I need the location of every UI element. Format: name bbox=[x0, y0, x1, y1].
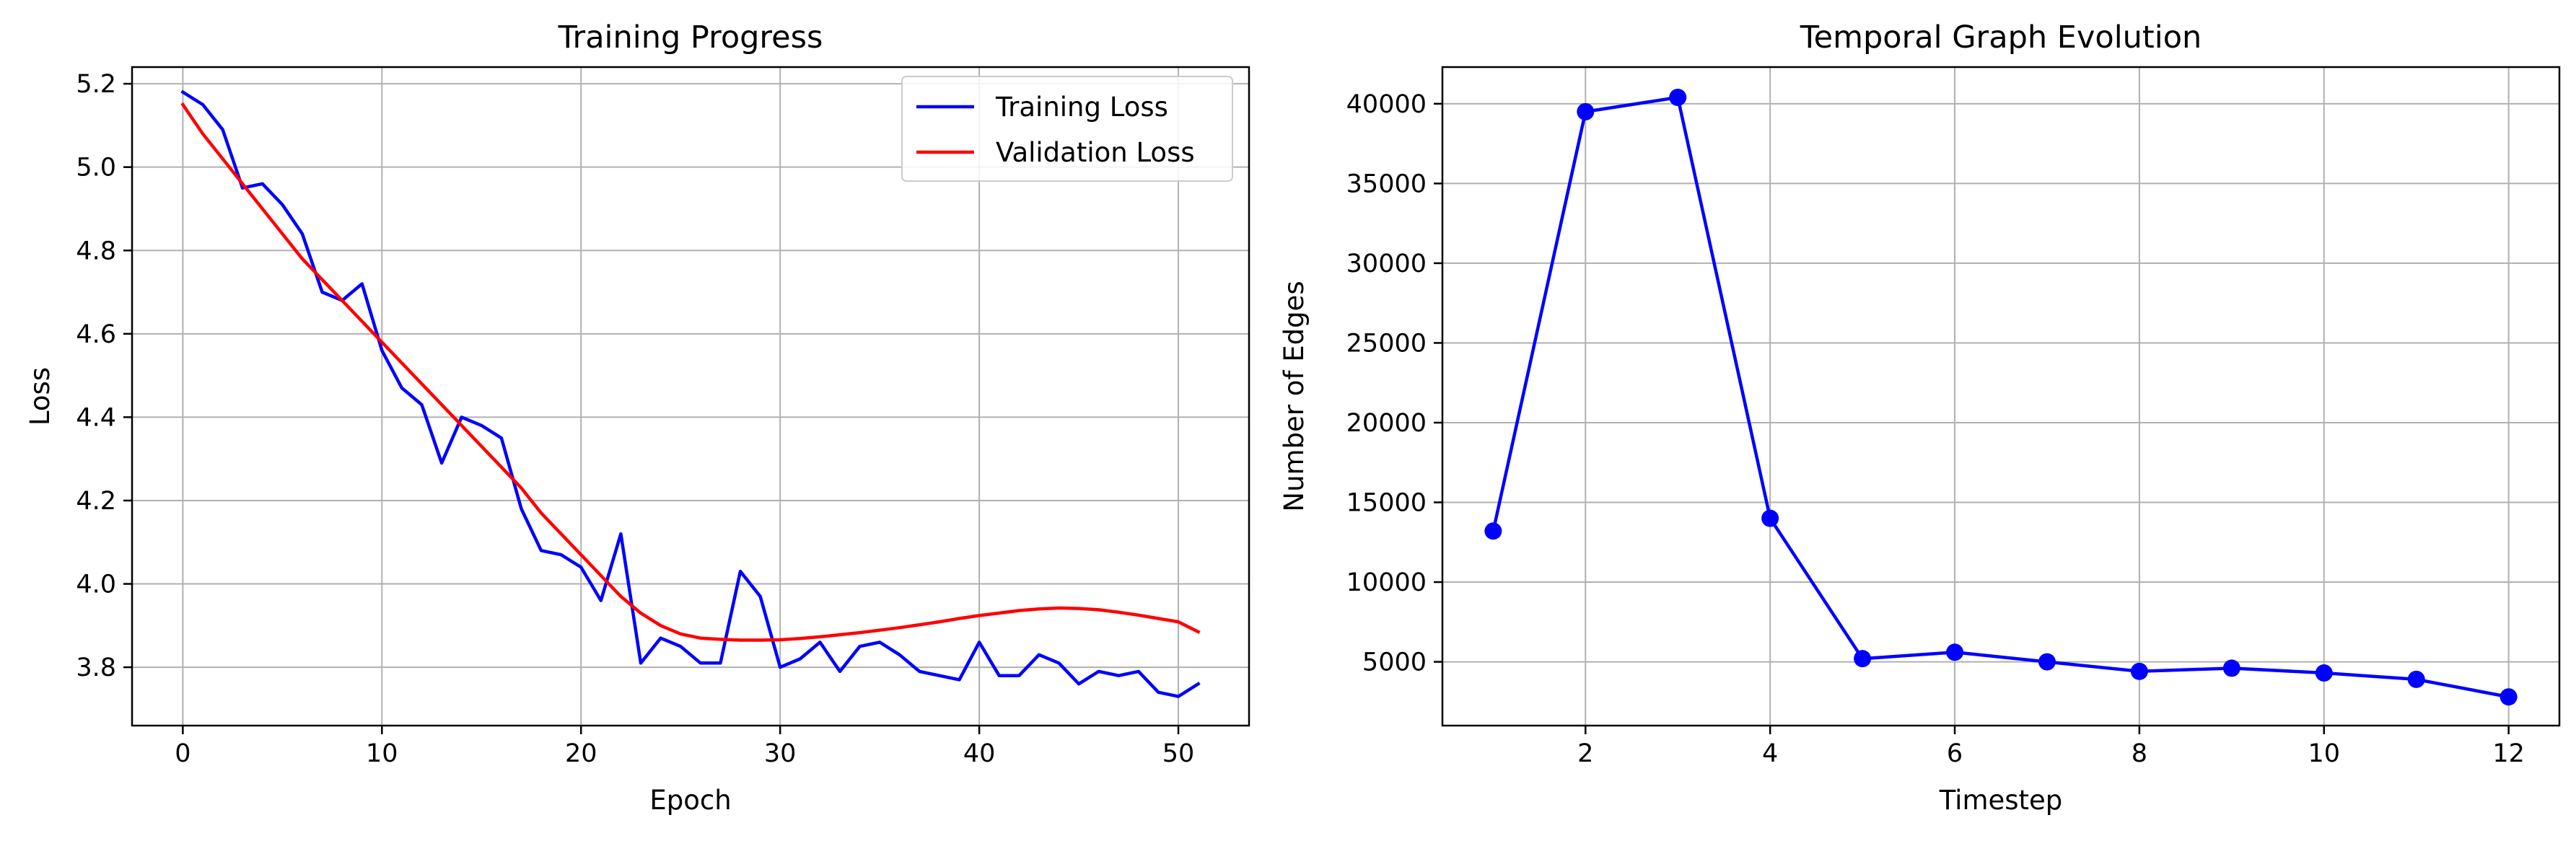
data-point bbox=[2407, 670, 2425, 688]
data-point bbox=[2222, 659, 2240, 677]
x-tick-label: 40 bbox=[963, 739, 996, 768]
y-axis-label: Loss bbox=[25, 367, 56, 426]
legend-box bbox=[901, 76, 1233, 182]
series-line-0 bbox=[1491, 95, 2511, 699]
data-point bbox=[2038, 653, 2056, 671]
x-tick-label: 50 bbox=[1162, 739, 1195, 768]
x-tick-label: 4 bbox=[1762, 739, 1778, 768]
x-tick-label: 10 bbox=[2308, 739, 2340, 768]
x-tick-label: 8 bbox=[2132, 739, 2147, 768]
y-tick-label: 5.2 bbox=[76, 70, 116, 99]
training-progress-chart: 0 10 20 30 40 50 3.8 4.0 4.2 4.4 4.6 4.8 5.0 5.2 Train… bbox=[25, 19, 1250, 816]
series-line-validation-loss bbox=[180, 102, 1201, 642]
data-point bbox=[2130, 662, 2148, 680]
x-tick-label: 10 bbox=[366, 739, 398, 768]
axes-frame bbox=[1441, 66, 2561, 727]
x-tick-label: 2 bbox=[1577, 739, 1593, 768]
series-line-training-loss bbox=[180, 89, 1201, 698]
temporal-graph-evolution-chart: 2 4 6 8 10 12 5000 10000 15000 20000 25000 30000 350… bbox=[1279, 19, 2561, 816]
y-tick-label: 25000 bbox=[1346, 329, 1427, 358]
x-tick-label: 12 bbox=[2492, 739, 2525, 768]
grid bbox=[1442, 67, 2559, 726]
y-tick-label: 4.4 bbox=[76, 403, 116, 432]
chart-title: Training Progress bbox=[558, 19, 823, 56]
x-axis-label: Epoch bbox=[649, 785, 731, 816]
y-tick-label: 40000 bbox=[1346, 90, 1427, 119]
legend: Training Loss Validation Loss bbox=[901, 76, 1233, 182]
legend-label: Training Loss bbox=[995, 92, 1168, 123]
x-tick-label: 30 bbox=[764, 739, 797, 768]
x-axis-label: Timestep bbox=[1939, 785, 2063, 816]
y-axis-label: Number of Edges bbox=[1279, 281, 1310, 511]
data-point bbox=[1854, 650, 1872, 668]
y-tick-label: 5.0 bbox=[76, 154, 116, 182]
axes-frame bbox=[131, 66, 1250, 727]
y-tick-label: 4.2 bbox=[76, 487, 116, 516]
data-point bbox=[1484, 522, 1502, 540]
data-point bbox=[2500, 688, 2518, 706]
data-point bbox=[2315, 664, 2333, 682]
x-tick-label: 6 bbox=[1947, 739, 1963, 768]
chart-title: Temporal Graph Evolution bbox=[1800, 19, 2202, 56]
data-point bbox=[1761, 509, 1779, 527]
x-tick-label: 0 bbox=[175, 739, 190, 768]
y-tick-label: 3.8 bbox=[76, 653, 116, 682]
y-tick-label: 10000 bbox=[1346, 568, 1427, 597]
y-tick-label: 20000 bbox=[1346, 409, 1427, 438]
y-tick-label: 4.8 bbox=[76, 237, 116, 265]
y-tick-label: 15000 bbox=[1346, 489, 1427, 518]
data-point bbox=[1577, 102, 1595, 120]
x-tick-label: 20 bbox=[565, 739, 597, 768]
legend-label: Validation Loss bbox=[996, 137, 1195, 168]
y-tick-label: 35000 bbox=[1346, 169, 1427, 198]
data-point bbox=[1946, 643, 1964, 661]
y-tick-label: 5000 bbox=[1362, 648, 1427, 677]
data-point bbox=[1669, 89, 1687, 107]
y-tick-label: 4.6 bbox=[76, 320, 116, 349]
y-tick-label: 30000 bbox=[1346, 250, 1427, 278]
y-tick-label: 4.0 bbox=[76, 571, 116, 599]
